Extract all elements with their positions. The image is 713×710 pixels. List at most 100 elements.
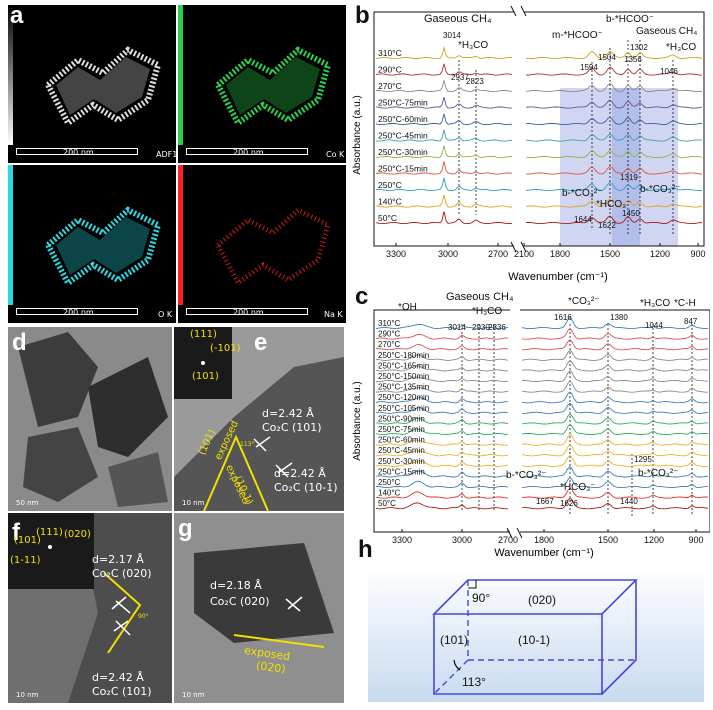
spectrum-trace bbox=[375, 354, 509, 361]
panel-letter-c: c bbox=[355, 283, 369, 310]
axis-label-y: Absorbance (a.u.) bbox=[352, 95, 363, 175]
spectrum-trace bbox=[375, 45, 513, 60]
annotation: 1356 bbox=[624, 55, 642, 64]
spectrum-trace bbox=[375, 491, 509, 499]
spectrum-trace bbox=[521, 339, 709, 351]
spectrum-trace bbox=[521, 413, 709, 425]
spectrum-trace bbox=[375, 365, 509, 372]
annotation: 1046 bbox=[660, 67, 678, 76]
tick-label: 3300 bbox=[386, 249, 406, 259]
spectrum-trace bbox=[521, 380, 708, 393]
annotation: 1626 bbox=[560, 499, 578, 508]
trace-label: 250°C-75min bbox=[378, 425, 425, 434]
spectrum-trace bbox=[525, 82, 703, 93]
d-spacing-label: Co₂C (020) bbox=[92, 567, 152, 580]
hrtem-image-g: g d=2.18 Å Co₂C (020) exposed (020) 10 n… bbox=[174, 513, 344, 703]
trace-label: 250°C-90min bbox=[378, 414, 425, 423]
map-tag: Na K bbox=[324, 310, 343, 319]
d-spacing-label: Co₂C (101) bbox=[262, 421, 322, 434]
d-spacing-label: d=2.42 Å bbox=[274, 467, 326, 480]
scale-bar bbox=[186, 308, 308, 315]
trace-label: 50°C bbox=[378, 213, 397, 223]
annotation: *HCO₃⁻ bbox=[596, 199, 631, 210]
annotation: b-*CO₃²⁻ bbox=[506, 470, 546, 481]
annotation: *H₃CO bbox=[666, 42, 696, 53]
annotation: Gaseous CH₄ bbox=[446, 291, 514, 303]
spectrum-trace bbox=[375, 113, 513, 126]
axis-label-x: Wavenumber (cm⁻¹) bbox=[508, 271, 608, 283]
annotation: 1319 bbox=[620, 173, 638, 182]
fft-label: (111) bbox=[36, 527, 63, 538]
tick-label: 900 bbox=[690, 249, 705, 259]
trace-label: 250°C bbox=[378, 180, 402, 190]
trace-label: 250°C-180min bbox=[378, 351, 429, 360]
spectrum-trace bbox=[521, 391, 709, 404]
annotation: b-*CO₃²⁻ bbox=[640, 184, 680, 195]
d-spacing-label: Co₂C (020) bbox=[210, 595, 270, 608]
spectrum-trace bbox=[521, 433, 709, 446]
trace-label: 250°C-60min bbox=[378, 114, 428, 124]
annotation: 1044 bbox=[645, 321, 663, 330]
tick-label: 3300 bbox=[392, 535, 412, 545]
annotation: *CO₃²⁻ bbox=[568, 296, 600, 307]
annotation: b-*CO₃²⁻ bbox=[638, 468, 678, 479]
spectrum-trace bbox=[521, 443, 709, 457]
spectrum-trace bbox=[375, 145, 512, 159]
spectrum-trace bbox=[375, 450, 509, 457]
map-tag: Co K bbox=[326, 150, 345, 159]
annotation: 3014 bbox=[448, 323, 466, 332]
spectrum-trace bbox=[526, 165, 703, 175]
panel-letter-f: f bbox=[12, 519, 20, 546]
trace-label: 250°C-165min bbox=[378, 361, 429, 370]
spectrum-trace bbox=[375, 428, 509, 436]
spectrum-trace bbox=[375, 80, 513, 93]
annotation: 1594 bbox=[580, 63, 598, 72]
tick-label: 1800 bbox=[534, 535, 554, 545]
tick-label: 1200 bbox=[644, 535, 664, 545]
trace-label: 290°C bbox=[378, 65, 402, 75]
scale-label: 200 nm bbox=[233, 308, 264, 317]
spectrum-trace bbox=[375, 63, 513, 76]
trace-label: 250°C-45min bbox=[378, 446, 425, 455]
scale-label: 200 nm bbox=[233, 148, 264, 157]
annotation: 3014 bbox=[443, 31, 461, 40]
annotation: 2836 bbox=[488, 323, 506, 332]
scale-label: 50 nm bbox=[16, 499, 39, 507]
scale-label: 200 nm bbox=[63, 308, 94, 317]
spectrum-trace bbox=[525, 99, 703, 109]
spectrum-trace bbox=[525, 133, 703, 142]
annotation: 2930 bbox=[472, 323, 490, 332]
annotation: 1667 bbox=[536, 497, 554, 506]
tick-label: 1800 bbox=[550, 249, 570, 259]
spectrum-trace bbox=[525, 149, 703, 159]
trace-label: 270°C bbox=[378, 340, 401, 349]
spectrum-trace bbox=[521, 476, 709, 489]
spectrum-trace bbox=[375, 96, 512, 109]
fft-label: (101) bbox=[192, 371, 219, 382]
spectrum-trace bbox=[375, 376, 509, 383]
spectrum-trace bbox=[521, 454, 709, 467]
spectrum-trace bbox=[521, 487, 709, 499]
annotation: *HCO₃⁻ bbox=[560, 482, 595, 493]
d-spacing-label: d=2.18 Å bbox=[210, 579, 262, 592]
facet-label: (020) bbox=[528, 593, 556, 607]
eds-map-adf: 200 nm ADF1 bbox=[8, 5, 176, 163]
spectrum-trace bbox=[522, 369, 709, 383]
spectrum-trace bbox=[375, 344, 509, 351]
spectrum-trace bbox=[522, 402, 709, 414]
annotation: 2937 bbox=[451, 73, 469, 82]
panel-letter-e: e bbox=[254, 329, 268, 356]
ftir-chart-b: 310°C 290°C 270°C 250°C-75min 250°C-60min 250… bbox=[352, 5, 706, 283]
panel-letter-h: h bbox=[358, 536, 373, 563]
tem-image-d: d 50 nm bbox=[8, 327, 172, 511]
spectrum-trace bbox=[526, 116, 703, 126]
trace-label: 250°C-30min bbox=[378, 147, 428, 157]
trace-group bbox=[375, 316, 709, 510]
spectrum-trace bbox=[525, 50, 703, 60]
tick-label: 2700 bbox=[488, 249, 508, 259]
annotation: 1504 bbox=[598, 53, 616, 62]
spectrum-trace bbox=[375, 439, 509, 446]
eds-map-o: 200 nm O K bbox=[8, 165, 176, 323]
fft-label: (-101) bbox=[210, 343, 241, 354]
spectrum-trace bbox=[375, 129, 513, 142]
